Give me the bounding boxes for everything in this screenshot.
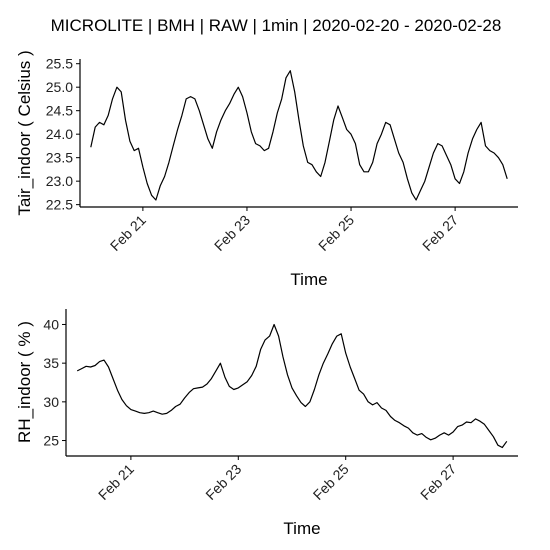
tair-y-axis-label: Tair_indoor ( Celsius ) <box>15 50 34 215</box>
rh-x-tick-label: Feb 21 <box>95 461 137 503</box>
rh-y-tick-label: 35 <box>43 355 59 371</box>
tair-y-tick-label: 23.0 <box>46 173 73 189</box>
tair-y-tick-label: 22.5 <box>46 197 73 213</box>
rh-x-tick-label: Feb 23 <box>202 461 244 503</box>
tair-y-ticks: 22.5 23.0 23.5 24.0 24.5 25.0 25.5 <box>46 56 80 213</box>
tair-panel: 22.523.023.524.024.525.025.5 Feb 21 Feb 2… <box>15 50 518 289</box>
tair-x-ticks: Feb 21 Feb 23 Feb 25 Feb 27 <box>107 207 461 254</box>
tair-x-tick-label: Feb 23 <box>211 212 253 254</box>
rh-y-tick-label: 25 <box>43 433 59 449</box>
tair-series-line <box>90 70 508 201</box>
rh-series-line <box>76 323 508 449</box>
tair-y-tick-label: 24.5 <box>46 103 73 119</box>
tair-x-tick-label: Feb 27 <box>419 212 461 254</box>
tair-y-tick-label: 25.0 <box>46 79 73 95</box>
tair-x-tick-label: Feb 21 <box>107 212 149 254</box>
tair-y-tick-label: 23.5 <box>46 150 73 166</box>
rh-x-axis-label: Time <box>283 519 320 538</box>
rh-y-ticks: 25 30 35 40 <box>43 316 66 449</box>
rh-x-tick-label: Feb 25 <box>310 461 352 503</box>
rh-x-ticks: Feb 21 Feb 23 Feb 25 Feb 27 <box>95 456 459 503</box>
tair-x-tick-label: Feb 25 <box>315 212 357 254</box>
rh-y-tick-label: 40 <box>43 316 59 332</box>
tair-y-tick-label: 25.5 <box>46 56 73 72</box>
rh-y-tick-label: 30 <box>43 394 59 410</box>
tair-y-tick-label: 24.0 <box>46 126 73 142</box>
tair-x-axis-label: Time <box>290 270 327 289</box>
rh-x-tick-label: Feb 27 <box>417 461 459 503</box>
rh-panel: 25 30 35 40 Feb 21 Feb 23 Feb 25 Feb 27 Time R… <box>15 309 518 538</box>
chart-title: MICROLITE | BMH | RAW | 1min | 2020-02-2… <box>51 16 502 35</box>
rh-y-axis-label: RH_indoor ( % ) <box>15 321 34 443</box>
